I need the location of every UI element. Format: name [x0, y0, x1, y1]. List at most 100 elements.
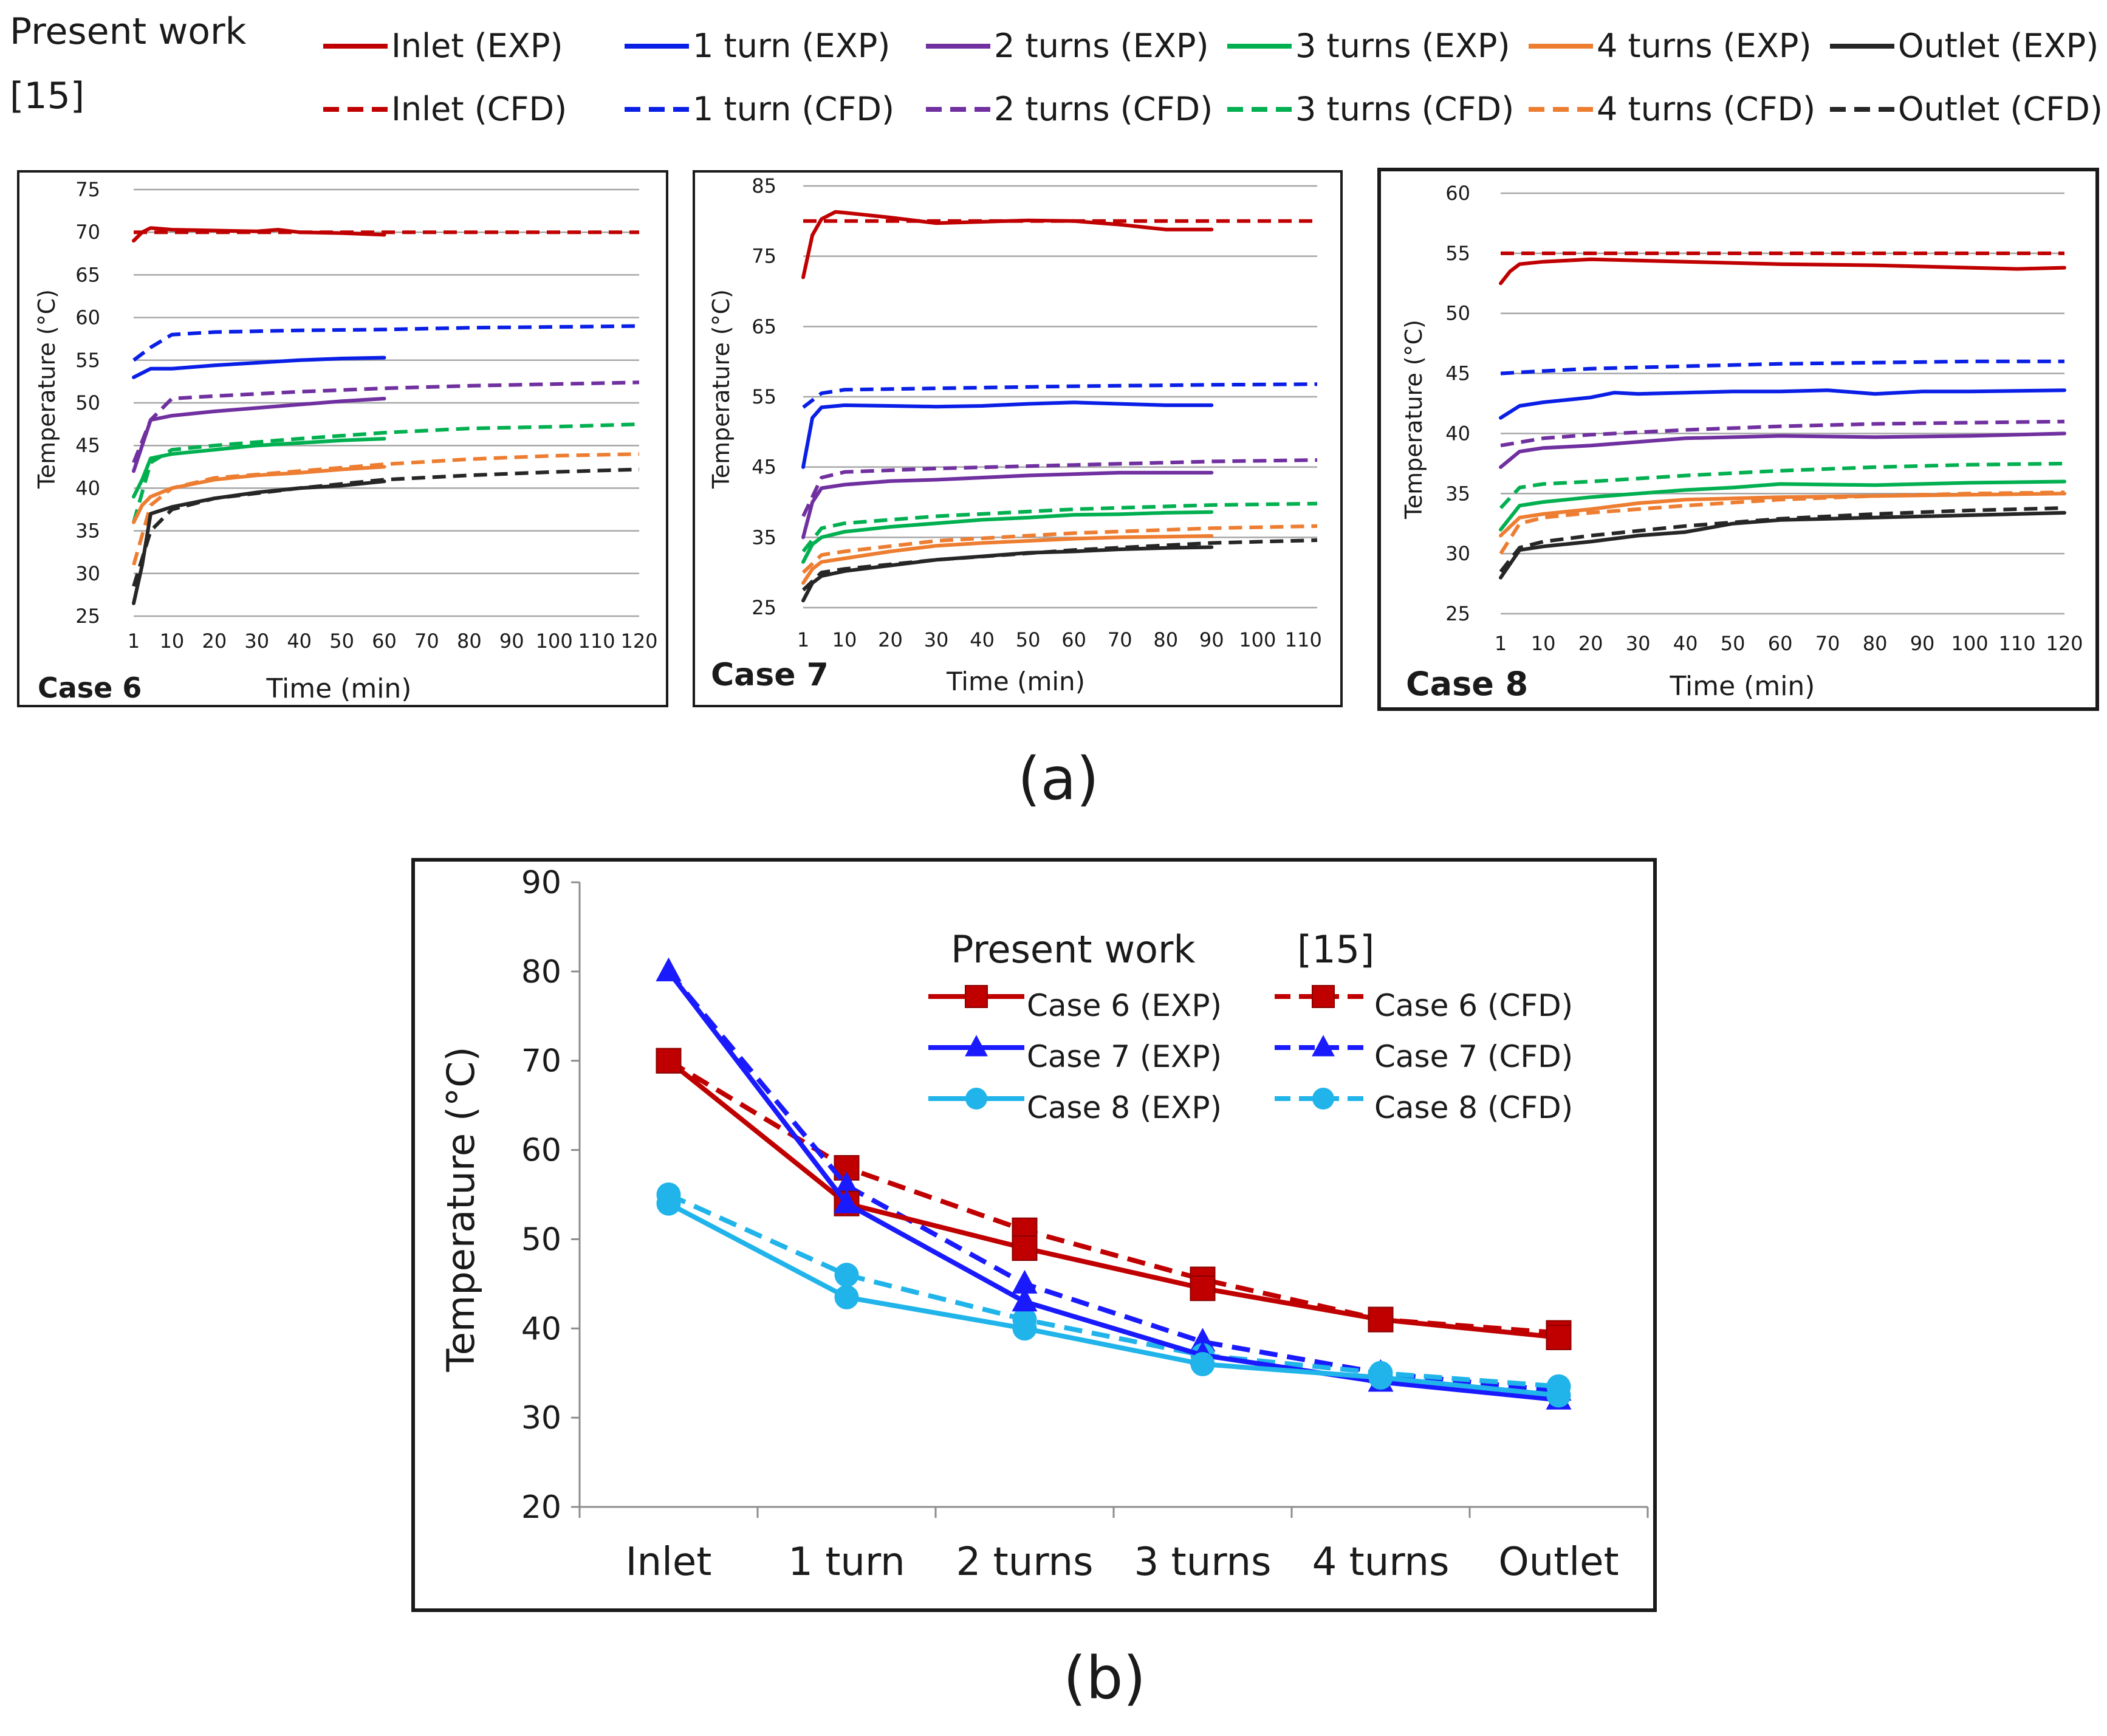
case6-x-tick-label: 50 [329, 630, 354, 653]
case7-y-tick-label: 85 [752, 174, 776, 197]
case8-series-3-turns-exp [1499, 479, 2066, 532]
case7-y-tick-label: 55 [752, 385, 776, 408]
summary-y-tick-labels: 20 30 40 50 60 70 80 90 [521, 865, 561, 1526]
case7-x-tick-label: 1 [797, 628, 809, 651]
summary-y-tick-label: 90 [521, 865, 561, 901]
summary-point-case-6-exp [1368, 1306, 1394, 1333]
summary-legend-label-case7-exp: Case 7 (EXP) [1027, 1039, 1222, 1074]
case7-x-tick-label: 110 [1285, 628, 1322, 651]
case8-series [1499, 251, 2066, 580]
case7-x-tick-label: 60 [1061, 628, 1086, 651]
case8-y-tick-label: 60 [1445, 182, 1470, 205]
case6-x-tick-label: 110 [578, 630, 615, 653]
legend-label-1-turn-cfd: 1 turn (CFD) [693, 90, 894, 128]
caption-a: (a) [1018, 745, 1099, 813]
legend-label-outlet-exp: Outlet (EXP) [1898, 27, 2098, 65]
case7-y-tick-labels: 25 35 45 55 65 75 85 [752, 174, 776, 619]
case6-x-tick-label: 100 [536, 630, 573, 653]
summary-x-tick-label-2-turns: 2 turns [956, 1540, 1094, 1585]
case6-x-tick-label: 1 [128, 630, 140, 653]
case8-panel-frame [1377, 168, 2099, 711]
legend-label-outlet-cfd: Outlet (CFD) [1898, 90, 2103, 128]
case7-y-tick-label: 65 [752, 315, 776, 338]
summary-legend-heading-present-work: Present work [951, 927, 1195, 972]
case7-series-4-turns-exp [801, 534, 1214, 585]
case8-x-tick-label: 50 [1721, 632, 1746, 655]
summary-y-tick-label: 20 [521, 1489, 561, 1526]
legend-label-4-turns-exp: 4 turns (EXP) [1597, 27, 1812, 65]
case8-y-tick-label: 35 [1445, 482, 1470, 505]
case6-series-1-turn-exp [132, 355, 386, 379]
case7-y-axis-title: Temperature (°C) [708, 289, 735, 489]
case7-x-tick-label: 50 [1016, 628, 1041, 651]
summary-legend-marker-case-8-cfd [1312, 1088, 1334, 1110]
summary-series-case-6-exp [666, 1058, 1559, 1340]
case6-series-3-turns-exp [132, 437, 386, 499]
legend-label-3-turns-exp: 3 turns (EXP) [1295, 27, 1510, 65]
case7-series-1-turn-cfd [802, 382, 1318, 409]
case6-series-1-turn-cfd [132, 324, 640, 362]
case8-series-outlet-cfd [1499, 506, 2065, 573]
summary-point-case-7-cfd [1012, 1269, 1038, 1294]
summary-point-case-8-exp [1368, 1365, 1393, 1390]
summary-point-case-8-exp [656, 1191, 681, 1216]
case6-y-tick-label: 55 [75, 349, 100, 372]
summary-point-case-8-cfd [834, 1263, 859, 1288]
summary-x-tick-labels: Inlet 1 turn 2 turns 3 turns 4 turns Outlet [626, 1540, 1619, 1585]
summary-legend-marker-case-8-exp [965, 1088, 987, 1110]
case7-y-tick-label: 25 [752, 596, 776, 619]
summary-point-case-7-exp [656, 957, 682, 981]
summary-legend: Present work [15] Case 6 (EXP) Case 6 (C… [928, 927, 1573, 1125]
case8-panel-label: Case 8 [1406, 665, 1528, 703]
case6-y-tick-label: 25 [75, 605, 100, 628]
summary-point-case-6-exp [656, 1048, 682, 1074]
case7-x-tick-label: 80 [1153, 628, 1178, 651]
summary-point-case-6-exp [1190, 1275, 1216, 1302]
summary-legend-label-case8-cfd: Case 8 (CFD) [1374, 1090, 1573, 1125]
case8-x-tick-label: 40 [1673, 632, 1698, 655]
summary-x-tick-label-1-turn: 1 turn [788, 1540, 905, 1585]
case6-x-tick-label: 10 [160, 630, 185, 653]
case8-y-tick-label: 55 [1445, 242, 1470, 265]
case8-series-outlet-exp [1499, 510, 2066, 580]
case6-series [132, 226, 640, 605]
case7-panel-frame [693, 170, 1343, 707]
case8-series-4-turns-cfd [1499, 490, 2065, 555]
legend-heading-reference: [15] [10, 75, 84, 117]
summary-series-case-8-cfd [667, 1192, 1559, 1389]
case6-x-tick-label: 20 [202, 630, 227, 653]
case7-y-tick-label: 45 [752, 456, 776, 479]
legend-heading-present-work: Present work [10, 10, 247, 53]
case8-series-1-turn-cfd [1500, 359, 2064, 376]
top-legend: Present work [15] Inlet (EXP) 1 turn (EX… [10, 10, 2103, 128]
case6-y-tick-label: 70 [75, 221, 100, 244]
case7-x-axis-title: Time (min) [946, 667, 1085, 696]
case7-gridlines [803, 185, 1317, 609]
summary-legend-marks [928, 985, 1372, 1110]
case8-x-tick-labels: 1 10 20 30 40 50 60 70 80 90 100 110 120 [1495, 632, 2083, 655]
case6-series-3-turns-cfd [132, 422, 640, 523]
summary-point-case-7-exp [834, 1189, 860, 1213]
case7-x-tick-label: 100 [1239, 628, 1276, 651]
summary-legend-marker-case-6-exp [965, 985, 988, 1008]
summary-series-case-7-exp [666, 970, 1559, 1402]
case7-series-3-turns-cfd [801, 501, 1318, 553]
case6-panel-label: Case 6 [38, 671, 142, 704]
case7-x-tick-label: 20 [878, 628, 903, 651]
summary-y-tick-label: 80 [521, 954, 561, 990]
case7-y-tick-label: 35 [752, 526, 776, 549]
summary-chart: 20 30 40 50 60 70 80 90 Inlet 1 turn 2 turns 3 tur… [439, 865, 1649, 1585]
case7-series-inlet-exp [801, 210, 1214, 280]
case7-x-tick-label: 10 [832, 628, 857, 651]
case6-x-tick-label: 70 [414, 630, 439, 653]
summary-legend-heading-reference: [15] [1297, 927, 1374, 972]
summary-legend-label-case6-cfd: Case 6 (CFD) [1374, 988, 1573, 1023]
case7-series-2-turns-exp [801, 470, 1214, 540]
legend-label-inlet-exp: Inlet (EXP) [391, 27, 563, 65]
case6-y-tick-label: 75 [75, 178, 100, 201]
summary-point-case-6-exp [1546, 1324, 1572, 1350]
case8-x-tick-label: 100 [1951, 632, 1988, 655]
summary-x-tick-label-outlet: Outlet [1498, 1540, 1619, 1585]
